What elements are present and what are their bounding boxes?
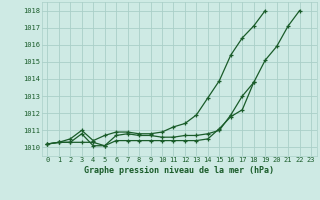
X-axis label: Graphe pression niveau de la mer (hPa): Graphe pression niveau de la mer (hPa) xyxy=(84,166,274,175)
